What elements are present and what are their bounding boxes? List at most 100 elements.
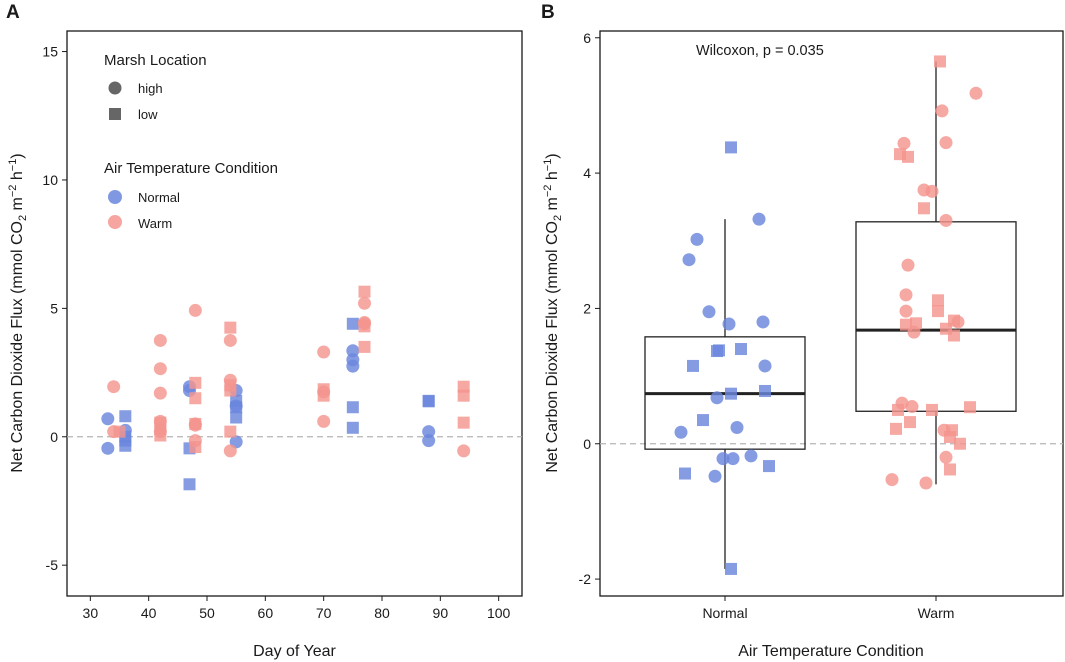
- legend-air-title: Air Temperature Condition: [104, 160, 278, 177]
- legend-high-circle: [108, 81, 122, 95]
- data-point-warm-circle: [358, 296, 371, 310]
- y-tick-label: 6: [583, 30, 591, 46]
- data-point-warm-circle: [317, 414, 331, 428]
- data-point-warm-circle: [457, 444, 471, 458]
- panel-b-frame: [599, 30, 1064, 597]
- jitter-point-warm-square: [932, 305, 944, 318]
- x-tick-label: 90: [433, 605, 449, 621]
- x-tick-label: 70: [316, 605, 332, 621]
- data-point-warm-square: [224, 425, 237, 438]
- data-point-warm-square: [189, 417, 202, 430]
- jitter-point-warm-square: [948, 314, 960, 327]
- data-point-normal-square: [346, 401, 359, 414]
- data-point-warm-square: [457, 416, 470, 429]
- jitter-point-warm-square: [926, 403, 938, 416]
- jitter-point-normal-circle: [756, 315, 770, 329]
- jitter-point-warm-square: [890, 422, 902, 435]
- panel-a-ylabel: Net Carbon Dioxide Flux (mmol CO2 m−2 h−…: [7, 153, 29, 472]
- ylabel-b-suffix: ): [544, 153, 561, 158]
- jitter-point-warm-circle: [899, 304, 913, 318]
- panel-b-boxplot: -2 0 2 4 6 Normal Warm Wilcoxon, p = 0.035 Air…: [542, 30, 1064, 660]
- jitter-point-normal-square: [725, 562, 737, 575]
- x-tick-label-warm: Warm: [918, 605, 955, 621]
- ylabel-a-h: h: [9, 171, 26, 184]
- jitter-point-normal-circle: [716, 452, 730, 466]
- data-point-warm-square: [358, 285, 371, 298]
- jitter-point-normal-circle: [702, 305, 716, 319]
- data-point-warm-circle: [188, 303, 202, 317]
- data-point-normal-circle: [101, 441, 115, 455]
- jitter-point-normal-circle: [710, 391, 724, 405]
- panel-b-ylabel: Net Carbon Dioxide Flux (mmol CO2 m−2 h−…: [542, 153, 564, 472]
- ylabel-b-sup-h: −1: [542, 159, 554, 172]
- legend-marsh-title: Marsh Location: [104, 52, 207, 69]
- ylabel-b-sup-m: −2: [542, 185, 554, 198]
- data-point-warm-square: [457, 389, 470, 402]
- jitter-point-warm-circle: [969, 86, 983, 100]
- y-tick-label: 0: [583, 436, 591, 452]
- ylabel-b-mid: m: [544, 197, 561, 215]
- panel-a-xlabel: Day of Year: [253, 643, 336, 660]
- jitter-point-normal-square: [725, 141, 737, 154]
- ylabel-a-suffix: ): [9, 153, 26, 158]
- x-tick-label-normal: Normal: [702, 605, 747, 621]
- jitter-point-warm-square: [934, 55, 946, 68]
- data-point-warm-circle: [223, 333, 237, 347]
- data-point-normal-square: [230, 401, 243, 414]
- data-point-normal-square: [346, 421, 359, 434]
- data-point-normal-square: [183, 478, 196, 491]
- data-point-warm-square: [224, 384, 237, 397]
- x-tick-label: 50: [199, 605, 215, 621]
- panel-a-scatter: 30 40 50 60 70 80 90 100 -5 0 5 10 15 Marsh Location…: [7, 30, 523, 660]
- data-point-normal-square: [422, 395, 435, 408]
- ylabel-b-prefix: Net Carbon Dioxide Flux (mmol CO: [544, 221, 561, 473]
- x-tick-label: 30: [83, 605, 99, 621]
- ylabel-a-mid: m: [9, 197, 26, 215]
- ylabel-a-sup-m: −2: [7, 185, 19, 198]
- data-point-warm-square: [189, 441, 202, 454]
- ylabel-b-sub: 2: [552, 215, 564, 221]
- data-point-warm-circle: [107, 380, 121, 394]
- y-tick-label: 0: [50, 429, 58, 445]
- jitter-point-warm-square: [892, 403, 904, 416]
- y-tick-label: -5: [46, 557, 59, 573]
- legend-warm-circle: [108, 215, 122, 229]
- jitter-point-normal-circle: [744, 449, 758, 463]
- y-tick-label: 10: [42, 172, 58, 188]
- jitter-point-warm-circle: [899, 288, 913, 302]
- data-point-normal-circle: [346, 344, 360, 358]
- jitter-point-warm-square: [904, 416, 916, 429]
- jitter-point-warm-square: [944, 463, 956, 476]
- jitter-point-warm-square: [902, 150, 914, 163]
- legend-normal-label: Normal: [138, 190, 180, 205]
- jitter-point-normal-circle: [682, 253, 696, 267]
- data-point-warm-square: [317, 389, 330, 402]
- jitter-point-warm-circle: [925, 184, 939, 198]
- y-tick-label: 4: [583, 165, 591, 181]
- jitter-point-warm-square: [948, 329, 960, 342]
- jitter-point-warm-square: [944, 430, 956, 443]
- jitter-point-normal-circle: [690, 232, 704, 246]
- jitter-point-normal-square: [687, 359, 699, 372]
- jitter-point-warm-circle: [919, 476, 933, 490]
- x-tick-label: 100: [487, 605, 511, 621]
- panel-b-xlabel: Air Temperature Condition: [738, 643, 924, 660]
- jitter-point-normal-circle: [752, 212, 766, 226]
- y-tick-label: 5: [50, 300, 58, 316]
- ylabel-b-h: h: [544, 171, 561, 184]
- data-point-normal-circle: [422, 434, 436, 448]
- jitter-point-warm-square: [954, 437, 966, 450]
- jitter-point-warm-circle: [901, 258, 915, 272]
- y-tick-label: 2: [583, 300, 591, 316]
- x-tick-label: 40: [141, 605, 157, 621]
- legend-warm-label: Warm: [138, 216, 172, 231]
- data-point-normal-square: [119, 439, 132, 452]
- panel-b-label: B: [541, 2, 555, 23]
- jitter-point-normal-square: [679, 467, 691, 480]
- jitter-point-normal-circle: [726, 452, 740, 466]
- jitter-point-normal-square: [697, 414, 709, 427]
- ylabel-a-sup-h: −1: [7, 159, 19, 172]
- y-tick-label: 15: [42, 44, 58, 60]
- data-point-warm-square: [154, 429, 167, 442]
